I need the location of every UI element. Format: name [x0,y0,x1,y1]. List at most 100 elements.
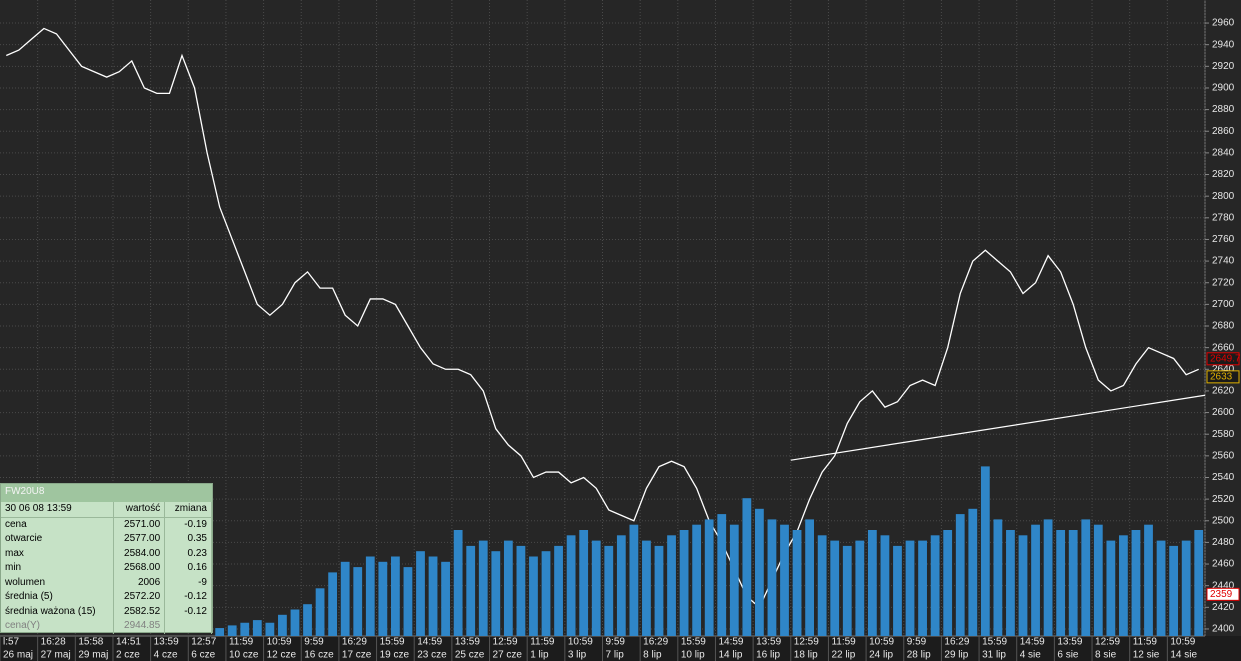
panel-title: FW20U8 [1,484,212,502]
price-marker-label: 2633 [1210,372,1233,383]
y-tick-label: 2800 [1212,191,1235,202]
x-tick-label: 11:59 [530,637,555,648]
volume-bar [1119,535,1128,636]
volume-bar [980,466,990,636]
y-tick-label: 2580 [1212,429,1235,440]
x-tick-label: 11:59 [229,637,254,648]
panel-row: średnia ważona (15) 2582.52 -0.12 [1,604,212,619]
volume-bar [792,530,802,636]
x-tick-label: 9:59 [606,637,626,648]
x-tick-label: 10:59 [1170,637,1195,648]
volume-bar [842,545,852,636]
panel-cell: 2571.00 [113,517,166,532]
y-tick-label: 2860 [1212,126,1235,137]
volume-bar [252,620,262,636]
volume-bar [817,535,827,636]
x-tick-label: 16 lip [756,650,780,661]
volume-bar [1169,545,1179,636]
y-tick-label: 2440 [1212,580,1235,591]
x-tick-label: 9:59 [907,637,927,648]
volume-bar [441,561,450,636]
volume-bar [755,508,764,636]
y-tick-label: 2600 [1212,407,1235,418]
volume-bar [930,535,940,636]
x-tick-label: 9:59 [304,637,324,648]
volume-bar [303,604,312,636]
panel-cell: 2572.20 [113,590,166,605]
panel-cell: 2582.52 [113,604,166,619]
x-tick-label: 22 lip [831,650,855,661]
x-tick-label: 14:59 [1020,637,1045,648]
volume-bar [265,622,275,636]
volume-bar [579,530,589,636]
price-line [6,27,1199,609]
x-tick-label: 25 cze [455,650,485,661]
volume-bar [918,540,927,636]
volume-bar [1106,540,1116,636]
volume-bar [227,625,237,636]
panel-cell: 2577.00 [113,532,166,547]
y-tick-label: 2460 [1212,559,1235,570]
x-tick-label: 16 cze [304,650,334,661]
volume-bar [278,614,287,636]
panel-row: wolumen 2006 -9 [1,575,212,590]
panel-cell: min [1,561,114,576]
y-tick-label: 2640 [1212,364,1235,375]
volume-bar [328,572,338,636]
trendline [790,394,1206,461]
x-tick-label: 14 sie [1170,650,1197,661]
panel-table: 30 06 08 13:59 wartość zmiana cena 2571.0… [1,502,212,634]
volume-bar [993,519,1003,636]
x-tick-label: 1 lip [530,650,549,661]
x-tick-label: 14:59 [417,637,442,648]
panel-cell: 2944.85 [113,619,166,634]
x-tick-label: 3 lip [568,650,587,661]
x-tick-label: 12 sie [1133,650,1160,661]
y-tick-label: 2840 [1212,148,1235,159]
volume-bar [416,551,425,636]
header-cell: 30 06 08 13:59 [1,502,114,518]
volume-bar [365,556,375,636]
y-tick-label: 2920 [1212,61,1235,72]
volume-bar [390,556,400,636]
volume-bar [1144,524,1153,636]
volume-bar [1068,530,1078,636]
panel-cell: 2568.00 [113,561,166,576]
x-tick-label: 12:59 [493,637,518,648]
volume-bar [1006,530,1015,636]
volume-bar [717,514,727,636]
volume-bar [478,540,488,636]
x-tick-label: 13:59 [154,637,179,648]
panel-cell: otwarcie [1,532,114,547]
x-tick-label: 16:28 [41,637,66,648]
x-tick-label: 8 lip [643,650,662,661]
panel-cell: -0.12 [164,604,212,619]
y-tick-label: 2500 [1212,515,1235,526]
volume-bar [767,519,777,636]
x-tick-label: 10 cze [229,650,259,661]
panel-cell: max [1,546,114,561]
volume-bar [780,524,789,636]
volume-marker [1206,587,1240,601]
x-tick-label: 10:59 [267,637,292,648]
y-tick-label: 2940 [1212,39,1235,50]
x-tick-label: 11:59 [1133,637,1158,648]
panel-row: max 2584.00 0.23 [1,546,212,561]
panel-cell: -9 [164,575,212,590]
volume-bar [491,551,501,636]
panel-cell: wolumen [1,575,114,590]
x-tick-label: 2 cze [116,650,140,661]
volume-bar [466,545,476,636]
panel-cell: średnia ważona (15) [1,604,114,619]
x-tick-label: 6 cze [191,650,215,661]
y-tick-label: 2680 [1212,321,1235,332]
info-panel: FW20U8 30 06 08 13:59 wartość zmiana cen… [0,483,213,634]
x-tick-label: 4 cze [154,650,178,661]
volume-bar [742,498,752,636]
volume-bar [893,545,902,636]
y-tick-label: 2620 [1212,386,1235,397]
volume-bar [905,540,915,636]
volume-bar [529,556,538,636]
panel-row: średnia (5) 2572.20 -0.12 [1,590,212,605]
volume-bar [566,535,576,636]
